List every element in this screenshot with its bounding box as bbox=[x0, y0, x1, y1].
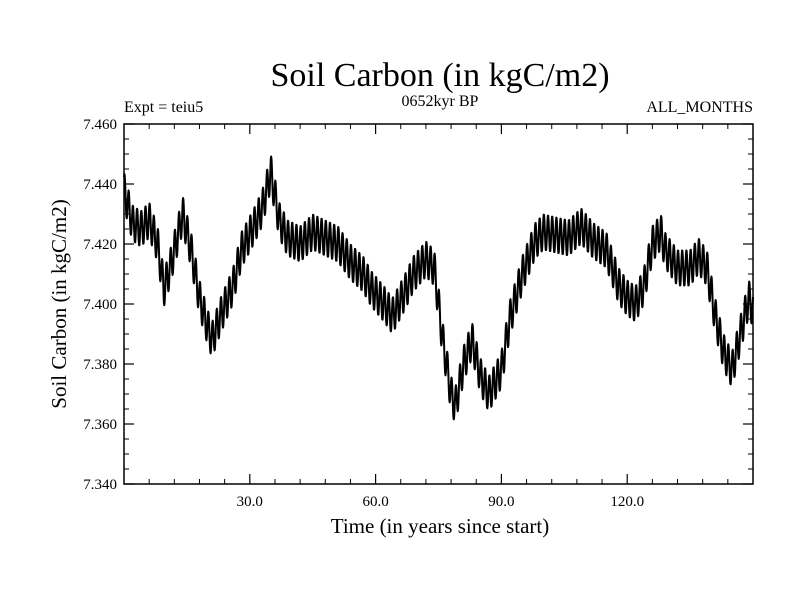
y-tick-label: 7.360 bbox=[83, 417, 117, 433]
chart-title: Soil Carbon (in kgC/m2) bbox=[270, 57, 609, 94]
y-tick-label: 7.440 bbox=[83, 177, 117, 193]
y-axis-title: Soil Carbon (in kgC/m2) bbox=[47, 199, 71, 408]
period-label: 0652kyr BP bbox=[402, 93, 479, 110]
tick-labels: 7.340 7.360 7.380 7.400 7.420 7.440 7.460 30.0 6… bbox=[83, 117, 644, 510]
y-tick-label: 7.340 bbox=[83, 477, 117, 493]
months-label: ALL_MONTHS bbox=[646, 99, 753, 116]
series-line bbox=[123, 155, 754, 421]
y-tick-label: 7.380 bbox=[83, 357, 117, 373]
x-tick-label: 30.0 bbox=[237, 494, 263, 510]
x-tick-label: 60.0 bbox=[362, 494, 388, 510]
y-tick-label: 7.420 bbox=[83, 237, 117, 253]
x-tick-label: 90.0 bbox=[488, 494, 514, 510]
x-axis-title: Time (in years since start) bbox=[331, 514, 550, 538]
experiment-label: Expt = teiu5 bbox=[124, 99, 203, 116]
y-tick-label: 7.400 bbox=[83, 297, 117, 313]
plot-frame bbox=[123, 123, 754, 485]
y-tick-label: 7.460 bbox=[83, 117, 117, 133]
x-tick-label: 120.0 bbox=[610, 494, 644, 510]
